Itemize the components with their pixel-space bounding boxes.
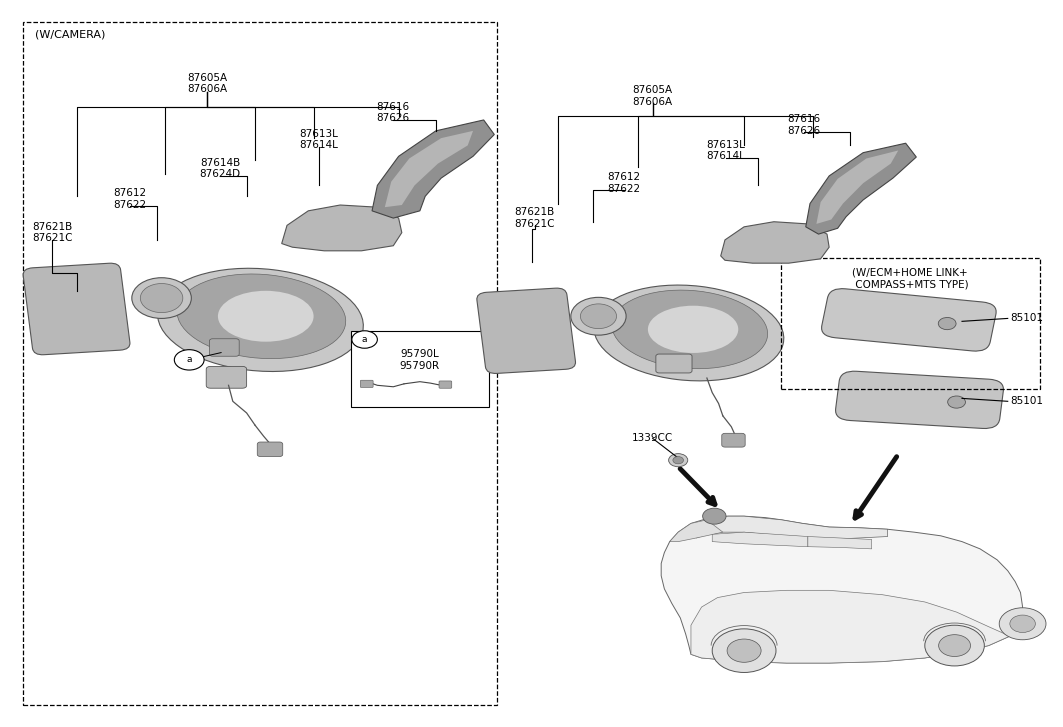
Polygon shape (696, 516, 888, 539)
Polygon shape (721, 222, 829, 263)
Text: 87621B
87621C: 87621B 87621C (514, 207, 555, 229)
Circle shape (673, 457, 684, 464)
Circle shape (948, 396, 965, 408)
Ellipse shape (648, 305, 738, 353)
Text: 95790L
95790R: 95790L 95790R (400, 349, 440, 371)
Polygon shape (816, 150, 898, 224)
Ellipse shape (218, 291, 314, 342)
Text: 87605A
87606A: 87605A 87606A (187, 73, 227, 95)
Bar (781, 258, 1040, 389)
Circle shape (939, 318, 956, 329)
Polygon shape (670, 520, 723, 542)
Polygon shape (808, 537, 872, 549)
Ellipse shape (594, 285, 783, 381)
Polygon shape (661, 516, 1023, 663)
Bar (351, 331, 489, 407)
Text: a: a (186, 356, 192, 364)
Polygon shape (712, 532, 808, 547)
Bar (23, 22, 497, 705)
FancyBboxPatch shape (23, 263, 130, 355)
FancyBboxPatch shape (257, 442, 283, 457)
Text: 87621B
87621C: 87621B 87621C (32, 222, 72, 244)
Text: 87614B
87624D: 87614B 87624D (200, 158, 240, 180)
FancyBboxPatch shape (656, 354, 692, 373)
FancyBboxPatch shape (822, 289, 996, 351)
Text: 87612
87622: 87612 87622 (113, 188, 147, 210)
Text: 87616
87626: 87616 87626 (787, 114, 821, 136)
Text: 87605A
87606A: 87605A 87606A (632, 85, 673, 107)
FancyBboxPatch shape (836, 371, 1003, 428)
FancyBboxPatch shape (209, 339, 239, 356)
Circle shape (571, 297, 626, 335)
FancyBboxPatch shape (360, 380, 373, 387)
Polygon shape (282, 205, 402, 251)
Circle shape (140, 284, 183, 313)
Polygon shape (385, 131, 473, 207)
Ellipse shape (157, 268, 364, 371)
Circle shape (703, 508, 726, 524)
Text: 85101: 85101 (1010, 313, 1043, 324)
Text: 87612
87622: 87612 87622 (607, 172, 641, 194)
Circle shape (132, 278, 191, 318)
Text: (W/ECM+HOME LINK+
 COMPASS+MTS TYPE): (W/ECM+HOME LINK+ COMPASS+MTS TYPE) (851, 268, 968, 289)
Ellipse shape (178, 274, 345, 358)
Circle shape (999, 608, 1046, 640)
Text: 85101: 85101 (1010, 396, 1043, 406)
Circle shape (1010, 615, 1035, 632)
Circle shape (939, 635, 971, 656)
FancyBboxPatch shape (439, 381, 452, 388)
Text: 1339CC: 1339CC (632, 433, 673, 443)
Ellipse shape (612, 290, 767, 369)
Circle shape (712, 629, 776, 672)
Text: 87613L
87614L: 87613L 87614L (300, 129, 338, 150)
Circle shape (925, 625, 984, 666)
Polygon shape (372, 120, 494, 218)
Circle shape (174, 350, 204, 370)
Circle shape (580, 304, 617, 329)
FancyBboxPatch shape (722, 433, 745, 447)
FancyBboxPatch shape (477, 288, 575, 374)
Circle shape (669, 454, 688, 467)
Polygon shape (691, 590, 1010, 663)
Circle shape (352, 331, 377, 348)
Text: 87616
87626: 87616 87626 (376, 102, 410, 124)
Text: (W/CAMERA): (W/CAMERA) (35, 30, 105, 40)
Polygon shape (806, 143, 916, 234)
Circle shape (727, 639, 761, 662)
FancyBboxPatch shape (206, 366, 247, 388)
Text: a: a (361, 335, 368, 344)
Text: 87613L
87614L: 87613L 87614L (707, 140, 745, 161)
